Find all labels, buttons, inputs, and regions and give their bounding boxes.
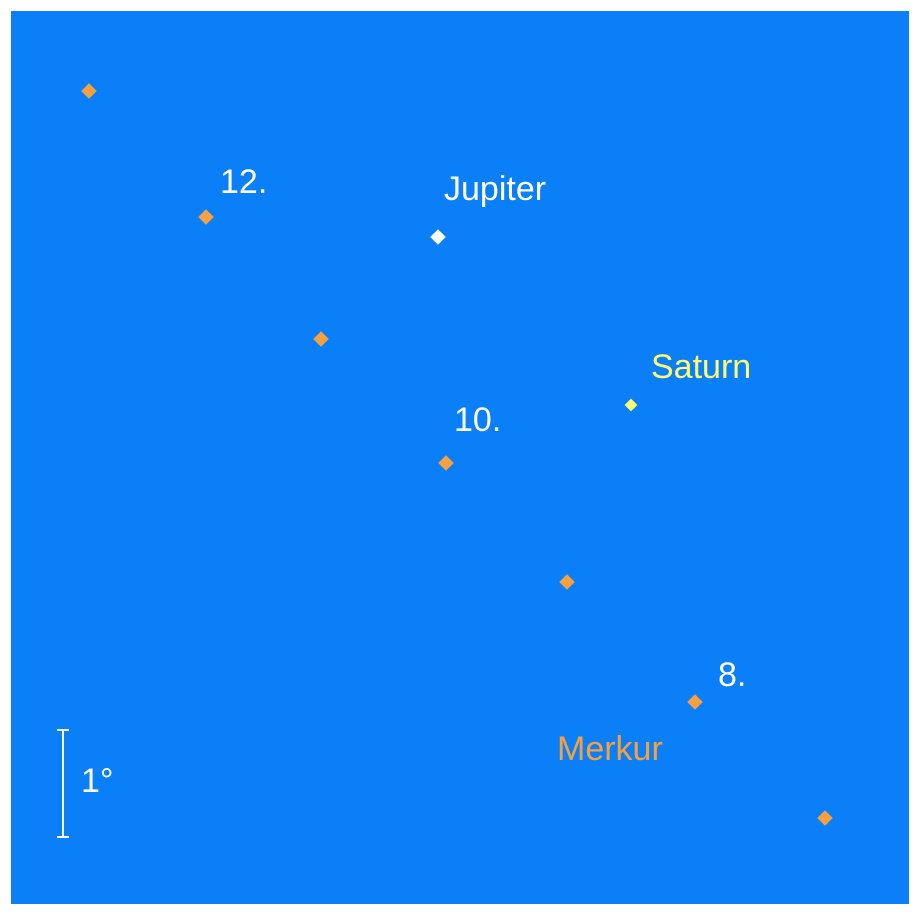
scale-bar-top-cap: [57, 729, 69, 731]
jupiter-label: Jupiter: [444, 170, 547, 208]
date-label-12: 12.: [220, 163, 268, 201]
scale-bar-label: 1°: [81, 762, 114, 800]
date-label-10: 10.: [454, 401, 502, 439]
date-label-8: 8.: [718, 656, 747, 694]
sky-background: [11, 11, 909, 904]
scale-bar-bottom-cap: [57, 836, 69, 838]
scale-bar-line: [62, 730, 64, 838]
saturn-label: Saturn: [651, 348, 752, 386]
mercury-label: Merkur: [557, 730, 663, 768]
